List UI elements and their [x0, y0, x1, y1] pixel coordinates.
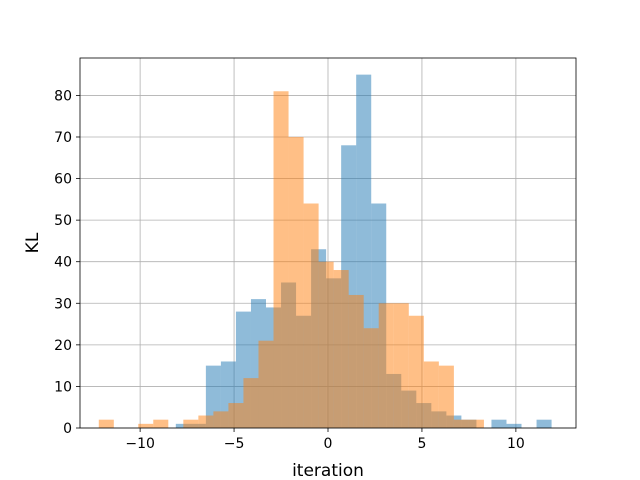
y-tick-label: 50 — [54, 213, 72, 229]
histogram-bar-series-2 — [183, 419, 199, 428]
y-axis-ticks: 0 10 20 30 40 50 60 70 80 — [54, 88, 80, 437]
x-tick-label: −10 — [125, 436, 155, 452]
x-axis-ticks: −10 −5 0 5 10 — [125, 428, 525, 452]
histogram-bar-series-2 — [348, 294, 364, 428]
histogram-bar-series-2 — [303, 203, 319, 428]
x-axis-label: iteration — [292, 461, 364, 480]
histogram-bar-series-2 — [393, 303, 409, 428]
histogram-bars — [98, 74, 552, 429]
histogram-bar-series-2 — [378, 303, 394, 428]
y-tick-label: 60 — [54, 172, 72, 188]
y-axis-label: KL — [23, 232, 43, 253]
histogram-bar-series-2 — [423, 361, 439, 428]
histogram-bar-series-2 — [453, 419, 469, 428]
histogram-bar-series-2 — [228, 403, 244, 428]
histogram-bar-series-2 — [258, 340, 274, 428]
histogram-bar-series-2 — [363, 328, 379, 428]
histogram-bar-series-1 — [491, 419, 507, 428]
histogram-bar-series-2 — [243, 378, 259, 428]
histogram-bar-series-2 — [438, 365, 454, 428]
y-tick-label: 10 — [54, 379, 72, 395]
y-tick-label: 20 — [54, 338, 72, 354]
y-tick-label: 0 — [63, 421, 72, 437]
histogram-bar-series-2 — [213, 411, 229, 428]
histogram-bar-series-2 — [98, 419, 114, 428]
x-tick-label: 0 — [324, 436, 333, 452]
histogram-bar-series-2 — [153, 419, 169, 428]
y-tick-label: 70 — [54, 130, 72, 146]
histogram-bar-series-1 — [536, 419, 552, 428]
x-tick-label: 5 — [417, 436, 426, 452]
histogram-bar-series-2 — [408, 315, 424, 428]
y-tick-label: 80 — [54, 88, 72, 104]
histogram-bar-series-2 — [198, 415, 214, 428]
y-tick-label: 30 — [54, 296, 72, 312]
histogram-bar-series-2 — [318, 261, 334, 428]
histogram-bar-series-2 — [333, 270, 349, 428]
histogram-bar-series-2 — [273, 91, 289, 429]
y-tick-label: 40 — [54, 255, 72, 271]
histogram-bar-series-2 — [138, 423, 154, 428]
histogram-bar-series-1 — [506, 423, 522, 428]
histogram-bar-series-2 — [288, 136, 304, 428]
x-tick-label: −5 — [224, 436, 245, 452]
x-tick-label: 10 — [507, 436, 525, 452]
histogram-bar-series-2 — [468, 419, 484, 428]
